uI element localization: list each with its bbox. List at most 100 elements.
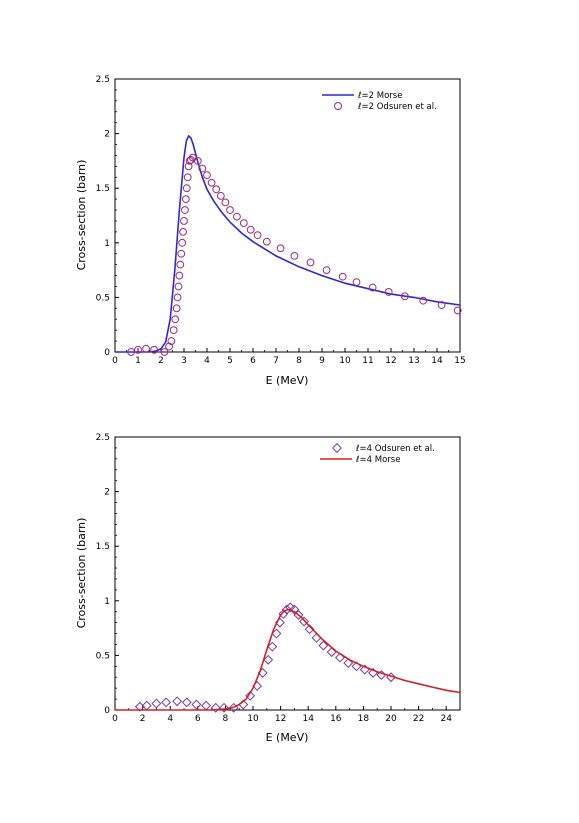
data-point-circle	[167, 337, 176, 345]
x-tick-label: 9	[319, 356, 325, 366]
data-point-diamond	[263, 654, 274, 665]
x-ticks: 0 2 4 6 8 10 12 14 16 18 20 22 24	[112, 706, 452, 724]
y-tick-label: 2	[104, 488, 110, 498]
y-tick-label: 0	[104, 348, 110, 358]
y-axis-label: Cross-section (barn)	[75, 160, 88, 271]
x-tick-label: 5	[227, 356, 233, 366]
data-point-diamond	[210, 702, 221, 713]
data-point-circle	[437, 301, 446, 309]
plot-frame	[114, 78, 461, 353]
y-tick-label: 2.5	[96, 75, 110, 85]
plot-frame	[114, 436, 461, 711]
y-tick-label: 1.5	[96, 542, 110, 552]
legend-label-morse: ℓ=4 Morse	[355, 455, 400, 465]
x-tick-label: 10	[339, 356, 351, 366]
data-point-circle	[181, 206, 189, 214]
x-ticks: 0 1 2 3 4 5 6 7 8 9 10 11 12 13 14 15	[112, 348, 466, 366]
data-point-circle	[179, 227, 187, 236]
x-tick-label: 7	[273, 356, 279, 366]
data-point-circle	[262, 237, 271, 246]
series-line	[115, 135, 461, 353]
data-point-circle	[290, 252, 299, 260]
data-point-circle	[221, 198, 230, 207]
x-tick-label: 14	[431, 356, 443, 366]
x-tick-label: 16	[330, 714, 342, 724]
data-point-circle	[226, 206, 234, 214]
x-tick-label: 8	[223, 714, 229, 724]
x-tick-label: 6	[195, 714, 201, 724]
data-point-diamond	[191, 699, 202, 710]
data-point-circle	[212, 185, 221, 194]
data-point-diamond	[245, 690, 256, 701]
x-tick-label: 0	[112, 714, 118, 724]
x-tick-label: 1	[135, 356, 141, 366]
data-point-circle	[176, 260, 185, 269]
y-ticks: 0 0.5 1 1.5 2 2.5	[96, 75, 119, 358]
data-point-circle	[184, 162, 193, 171]
y-tick-label: 2	[104, 130, 110, 140]
x-tick-label: 2	[140, 714, 146, 724]
x-tick-label: 12	[385, 356, 396, 366]
x-tick-label: 14	[302, 714, 314, 724]
data-point-circle	[172, 304, 181, 313]
x-tick-label: 2	[158, 356, 164, 366]
data-point-circle	[216, 191, 225, 200]
data-point-diamond	[219, 702, 229, 713]
data-point-circle	[338, 272, 347, 281]
data-point-diamond	[172, 696, 183, 707]
data-point-circle	[160, 348, 169, 356]
x-tick-label: 15	[454, 356, 465, 366]
data-point-circle	[207, 178, 216, 187]
data-point-circle	[453, 306, 462, 315]
data-point-circle	[183, 173, 192, 182]
y-tick-label: 1.5	[96, 184, 110, 194]
data-point-circle	[253, 231, 262, 240]
x-tick-label: 4	[167, 714, 173, 724]
legend-diamond-marker	[332, 443, 342, 453]
x-tick-label: 13	[408, 356, 419, 366]
y-ticks: 0 0.5 1 1.5 2 2.5	[96, 433, 119, 716]
data-point-circle	[352, 278, 361, 287]
plot-series	[115, 135, 462, 356]
y-tick-label: 1	[104, 597, 110, 607]
data-point-circle	[150, 345, 159, 354]
x-tick-label: 12	[275, 714, 286, 724]
data-point-circle	[174, 282, 183, 291]
data-point-diamond	[151, 698, 162, 709]
x-tick-label: 20	[385, 714, 397, 724]
legend: ℓ=2 Morse ℓ=2 Odsuren et al.	[322, 91, 437, 112]
legend: ℓ=4 Odsuren et al. ℓ=4 Morse	[320, 443, 435, 465]
data-point-circle	[177, 249, 186, 258]
x-tick-label: 0	[112, 356, 118, 366]
data-point-circle	[322, 266, 331, 275]
y-tick-label: 1	[104, 239, 110, 249]
data-point-diamond	[304, 624, 315, 635]
data-point-circle	[193, 157, 202, 165]
y-tick-label: 0	[104, 706, 110, 716]
x-tick-label: 18	[358, 714, 370, 724]
x-tick-label: 4	[204, 356, 210, 366]
chart-l4: 0 2 4 6 8 10 12 14 16 18 20 22 24 00.511.522.5 E (Me…	[75, 433, 461, 744]
data-point-circle	[203, 171, 211, 179]
data-point-circle	[127, 348, 136, 356]
chart-l2: 0 1 2 3 4 5 6 7 8 9 10 11 12 13 14 15 00.511.522.5 E (M…	[75, 75, 466, 387]
data-point-circle	[180, 217, 188, 225]
x-tick-label: 6	[250, 356, 256, 366]
data-point-diamond	[161, 697, 172, 708]
data-point-circle	[181, 195, 190, 204]
data-point-circle	[276, 244, 285, 253]
x-axis-label: E (MeV)	[266, 374, 309, 387]
y-tick-label: 0.5	[96, 293, 110, 303]
y-tick-label: 2.5	[96, 433, 110, 443]
x-tick-label: 22	[413, 714, 424, 724]
data-point-circle	[419, 296, 428, 305]
data-point-diamond	[181, 697, 192, 708]
x-axis-label: E (MeV)	[266, 731, 309, 744]
data-point-circle	[169, 326, 178, 335]
data-point-circle	[198, 164, 207, 173]
legend-label-morse: ℓ=2 Morse	[357, 91, 402, 101]
data-point-circle	[175, 271, 184, 280]
data-point-circle	[134, 345, 142, 354]
x-tick-label: 24	[440, 714, 452, 724]
plot-series	[115, 602, 461, 713]
